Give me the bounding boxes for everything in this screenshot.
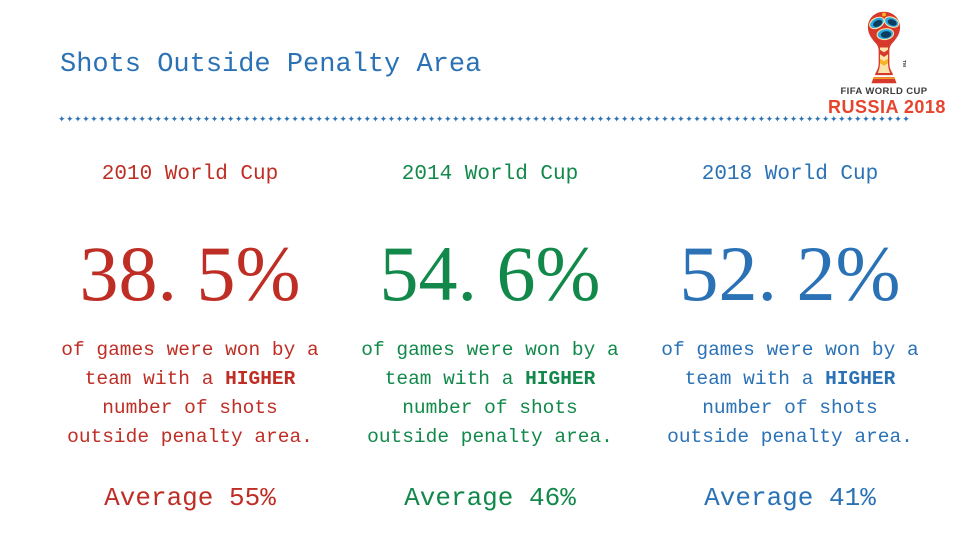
ball-oval-right-core: [887, 19, 897, 26]
stat-description-line: number of shots: [402, 397, 578, 419]
trophy-base-band: [873, 77, 895, 79]
page-title: Shots Outside Penalty Area: [60, 50, 482, 80]
stat-description: of games were won by a team with a HIGHE…: [40, 336, 340, 452]
stat-description-line: number of shots: [102, 397, 278, 419]
stat-description-line: outside penalty area.: [367, 426, 613, 448]
ball-oval-bottom-core: [880, 31, 892, 38]
stat-description-highlight: HIGHER: [825, 368, 896, 390]
stat-description-line: team with a: [384, 368, 526, 390]
logo-wordmark-russia-2018: RUSSIA 2018: [828, 97, 946, 117]
stat-description-line: of games were won by a: [361, 339, 619, 361]
world-cup-trophy-icon: TM: [867, 11, 907, 84]
column-2014-world-cup: 2014 World Cup 54. 6% of games were won …: [340, 162, 640, 513]
average-label: Average 55%: [104, 483, 276, 513]
logo-wordmark-fifa-world-cup: FIFA WORLD CUP: [840, 86, 928, 97]
stat-description-line: of games were won by a: [661, 339, 919, 361]
stats-columns: 2010 World Cup 38. 5% of games were won …: [40, 162, 940, 513]
fifa-world-cup-logo: TM FIFA WORLD CUP RUSSIA 2018: [828, 10, 946, 118]
average-label: Average 46%: [404, 483, 576, 513]
stat-description-highlight: HIGHER: [525, 368, 596, 390]
stat-description-highlight: HIGHER: [225, 368, 296, 390]
trophy-stem-chevron-red: [879, 49, 889, 57]
stat-value: 38. 5%: [79, 230, 301, 317]
column-header: 2014 World Cup: [401, 163, 579, 186]
column-header: 2018 World Cup: [701, 163, 879, 186]
column-2010-world-cup: 2010 World Cup 38. 5% of games were won …: [40, 162, 340, 513]
stat-description-line: of games were won by a: [61, 339, 319, 361]
stat-description-line: outside penalty area.: [667, 426, 913, 448]
stat-value: 52. 2%: [679, 230, 901, 317]
stat-description-line: team with a: [84, 368, 226, 390]
stat-description-line: outside penalty area.: [67, 426, 313, 448]
column-2018-world-cup: 2018 World Cup 52. 2% of games were won …: [640, 162, 940, 513]
stat-description: of games were won by a team with a HIGHE…: [640, 336, 940, 452]
trademark-label: TM: [901, 60, 907, 67]
stat-value: 54. 6%: [379, 230, 601, 317]
dotted-divider: ✦✦✦✦✦✦✦✦✦✦✦✦✦✦✦✦✦✦✦✦✦✦✦✦✦✦✦✦✦✦✦✦✦✦✦✦✦✦✦✦…: [58, 115, 910, 125]
trophy-stem-chevron-gold: [879, 58, 889, 66]
stat-description-line: team with a: [684, 368, 826, 390]
trophy-knob: [882, 12, 886, 17]
stat-description: of games were won by a team with a HIGHE…: [340, 336, 640, 452]
stat-description-line: number of shots: [702, 397, 878, 419]
average-label: Average 41%: [704, 483, 876, 513]
ball-oval-left-core: [873, 19, 883, 27]
column-header: 2010 World Cup: [101, 163, 279, 186]
